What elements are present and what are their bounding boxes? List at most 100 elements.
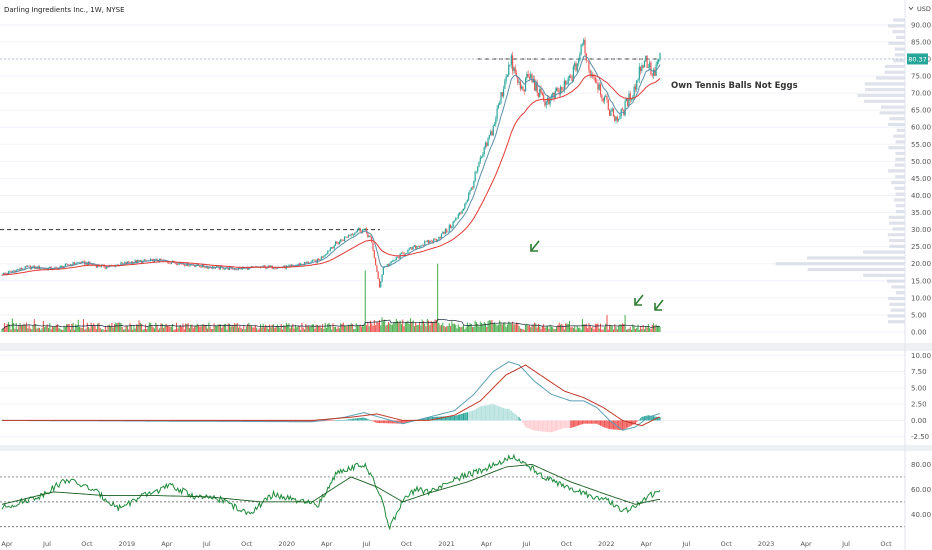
volume-bar — [133, 325, 135, 332]
volume-bar — [625, 329, 627, 332]
volume-bar — [384, 319, 386, 332]
volume-profile-bar — [895, 140, 905, 144]
candle-body — [508, 64, 510, 75]
volume-bar — [55, 324, 57, 332]
volume-bar — [69, 329, 72, 332]
volume-bar — [539, 326, 541, 332]
time-tick-label: Oct — [241, 540, 253, 548]
volume-bar — [484, 323, 487, 332]
candle-body — [540, 88, 542, 93]
candle-body — [390, 261, 392, 264]
volume-bar — [420, 325, 422, 332]
price-tick-label: 75.00 — [911, 73, 931, 81]
volume-bar — [496, 325, 498, 332]
volume-bar — [611, 325, 613, 332]
candle-body — [519, 81, 521, 89]
candle-body — [47, 268, 50, 270]
volume-bar — [156, 324, 158, 332]
candle-body — [223, 269, 225, 270]
macd-histogram-bar — [455, 415, 457, 421]
volume-bar — [311, 324, 313, 332]
candle-body — [19, 267, 21, 270]
macd-histogram-bar — [493, 404, 496, 421]
volume-bar — [517, 322, 519, 332]
macd-histogram-bar — [574, 420, 576, 427]
volume-bar — [430, 321, 432, 332]
macd-histogram-bar — [479, 406, 481, 421]
volume-bar — [174, 329, 176, 332]
candle-body — [408, 248, 410, 250]
candle-body — [103, 264, 105, 268]
candle-body — [535, 81, 537, 91]
volume-bar — [527, 325, 529, 332]
macd-histogram-bar — [492, 404, 494, 421]
macd-histogram-bar — [509, 409, 511, 421]
volume-profile-bar — [893, 59, 905, 63]
candle-body — [270, 265, 272, 267]
macd-histogram-bar — [549, 420, 551, 433]
volume-bar — [444, 327, 446, 332]
candle-body — [402, 252, 404, 254]
volume-bar — [245, 326, 247, 332]
candle-body — [73, 262, 75, 265]
candle-body — [596, 82, 598, 84]
candle-body — [443, 231, 445, 234]
volume-bar — [397, 320, 399, 332]
volume-bar — [254, 324, 256, 332]
last-price-badge — [907, 53, 928, 65]
volume-bar — [592, 326, 594, 332]
macd-histogram-bar — [596, 420, 598, 424]
volume-bar — [636, 327, 638, 332]
volume-bar — [289, 328, 291, 332]
candle-body — [549, 98, 551, 105]
volume-profile-bar — [895, 157, 905, 161]
volume-bar — [137, 324, 139, 332]
volume-bar — [587, 328, 589, 332]
volume-bar — [62, 329, 64, 332]
candle-body — [469, 189, 471, 194]
macd-histogram-bar — [614, 420, 616, 430]
volume-bar — [406, 322, 408, 332]
volume-bar — [354, 329, 356, 332]
candle-body — [396, 256, 399, 258]
macd-histogram-bar — [581, 420, 583, 425]
macd-histogram-bar — [558, 420, 560, 430]
candle-body — [125, 261, 127, 264]
volume-bar — [541, 326, 543, 332]
macd-histogram-bar — [515, 415, 518, 421]
macd-histogram-bar — [496, 405, 498, 421]
volume-profile-bar — [895, 209, 905, 214]
candle-body — [418, 246, 421, 248]
macd-histogram-bar — [398, 420, 400, 424]
candle-body — [359, 227, 361, 232]
candle-body — [565, 80, 567, 85]
macd-histogram-bar — [399, 420, 401, 424]
volume-bar — [381, 317, 383, 332]
macd-histogram-bar — [429, 417, 431, 421]
candle-body — [558, 91, 560, 95]
price-tick-label: 30.00 — [911, 226, 931, 234]
candle-body — [75, 263, 77, 265]
volume-profile-bar — [887, 314, 905, 318]
volume-bar — [230, 326, 232, 332]
volume-bar — [567, 324, 569, 332]
volume-bar — [550, 326, 552, 332]
macd-histogram-bar — [640, 418, 642, 421]
volume-bar — [269, 324, 271, 332]
volume-bar — [260, 324, 262, 332]
volume-bar — [526, 323, 528, 332]
candle-body — [431, 241, 434, 243]
volume-bar — [67, 324, 69, 332]
macd-histogram-bar — [649, 415, 651, 421]
volume-bar — [649, 327, 651, 332]
volume-bar — [313, 324, 315, 332]
macd-histogram-bar — [650, 415, 652, 421]
candle-body — [199, 265, 201, 267]
arrow-annotation — [530, 244, 538, 252]
candle-body — [303, 262, 306, 265]
pane-separator — [0, 343, 932, 351]
price-tick-label: 25.00 — [911, 243, 931, 251]
macd-histogram-bar — [628, 420, 630, 427]
volume-bar — [598, 328, 600, 332]
